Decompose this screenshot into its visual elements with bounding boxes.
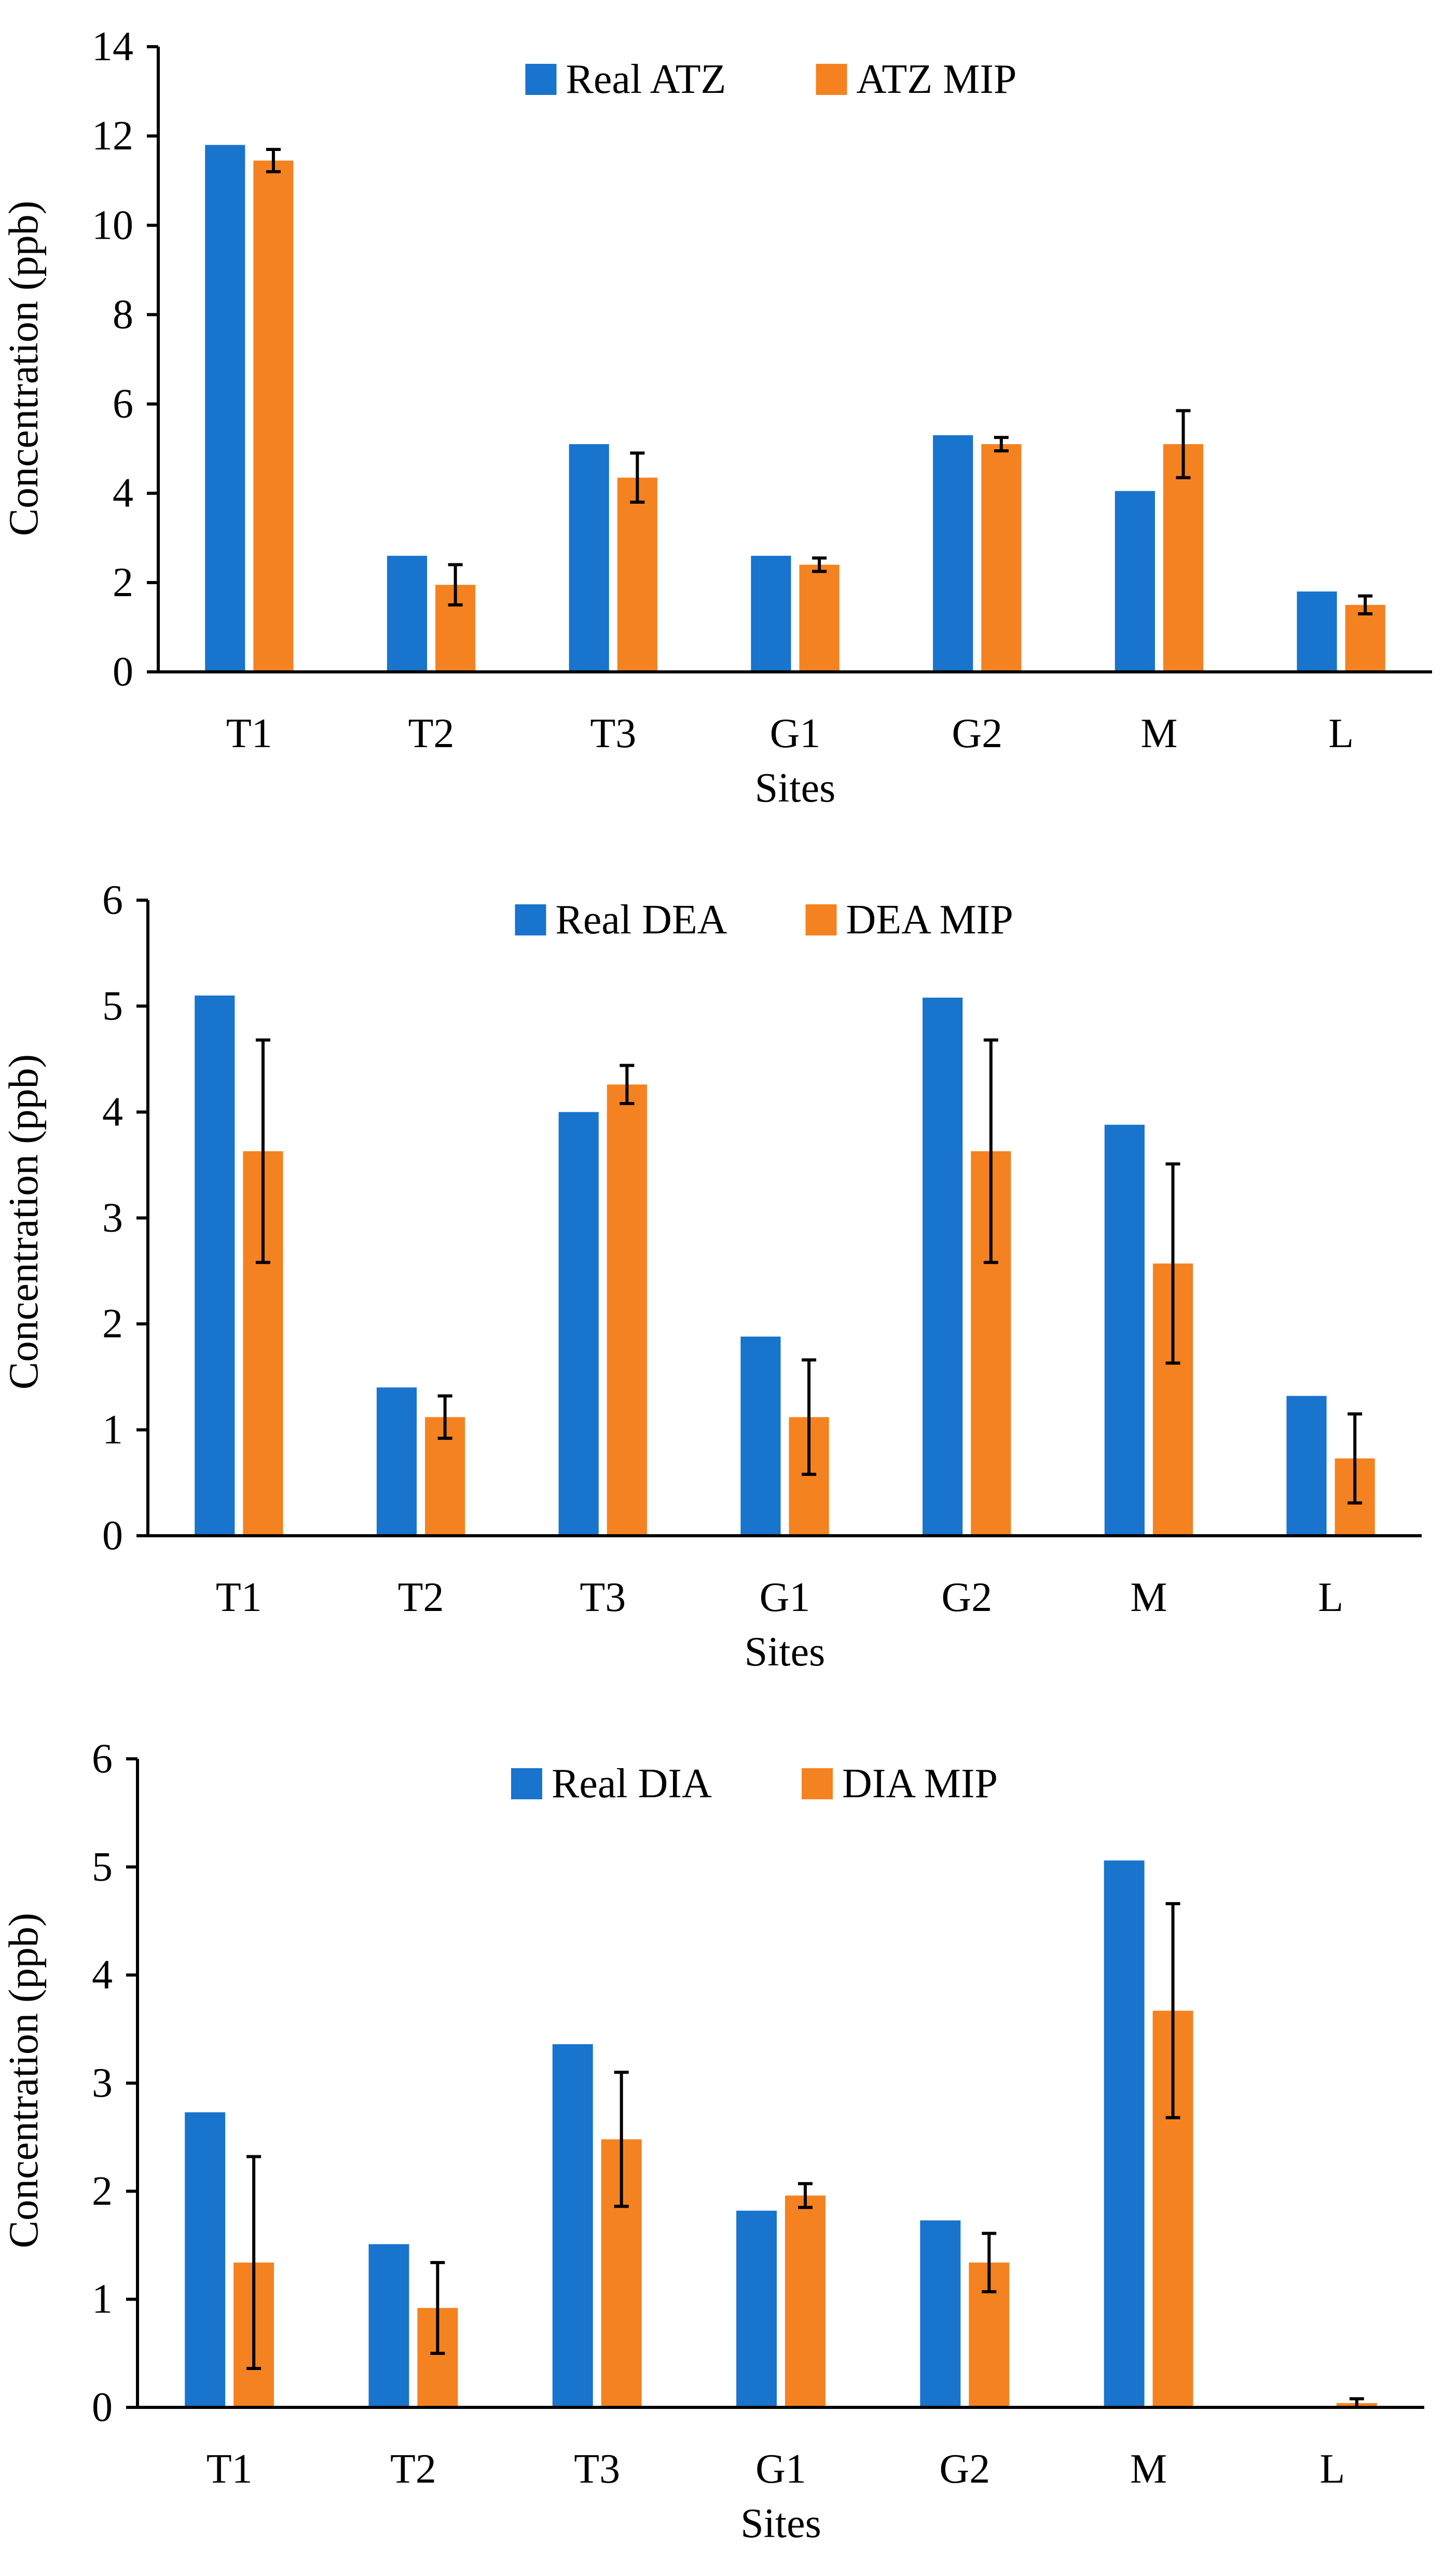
bar-atz-mip-m [1163, 444, 1204, 672]
bar-real-dia-m [1104, 1860, 1145, 2407]
bar-atz-mip-t3 [617, 477, 657, 672]
x-tick-label-t3: T3 [580, 1575, 626, 1620]
bar-atz-mip-t1 [253, 160, 294, 672]
y-axis-title: Concentration (ppb) [1, 1054, 47, 1389]
y-tick-label: 1 [102, 1407, 123, 1453]
chart-dia: 0 1 2 3 4 5 6 T1 T2 T3 G1 G2 M L Sites Concentration (p… [1, 1736, 1424, 2546]
bar-real-dea-g1 [740, 1337, 781, 1536]
x-tick-label-g1: G1 [760, 1575, 810, 1620]
bar-real-atz-g1 [751, 556, 791, 672]
y-tick-label: 2 [92, 2168, 113, 2214]
y-tick-label: 5 [102, 983, 123, 1029]
chart-atz: 0 2 4 6 8 10 12 14 T1 T2 T3 G1 G2 M L Sites Concentratio… [1, 24, 1432, 811]
y-tick-label: 0 [92, 2385, 113, 2430]
legend-label-dia-mip: DIA MIP [842, 1761, 998, 1807]
x-tick-label-g1: G1 [755, 2446, 806, 2492]
x-tick-label-l: L [1319, 2446, 1345, 2492]
x-tick-label-t1: T1 [216, 1575, 262, 1620]
x-tick-label-g2: G2 [952, 711, 1002, 756]
legend-swatch-real-dia [511, 1768, 542, 1799]
y-tick-label: 5 [92, 1844, 113, 1890]
legend-label-real-dea: Real DEA [556, 897, 727, 943]
x-tick-label-g2: G2 [939, 2446, 990, 2492]
y-tick-label: 14 [92, 24, 133, 70]
bar-real-atz-l [1297, 591, 1337, 672]
y-tick-label: 3 [102, 1195, 123, 1241]
y-tick-label: 6 [113, 381, 133, 427]
x-tick-label-t3: T3 [574, 2446, 620, 2492]
bar-real-dea-m [1104, 1124, 1145, 1536]
bar-real-dia-t2 [368, 2244, 409, 2407]
bar-real-dia-g1 [736, 2210, 777, 2407]
y-tick-label: 6 [92, 1736, 113, 1782]
bar-real-dia-g2 [920, 2220, 961, 2407]
y-tick-label: 4 [92, 1952, 113, 1998]
x-tick-label-m: M [1130, 1575, 1167, 1620]
x-tick-label-l: L [1318, 1575, 1343, 1620]
x-tick-label-m: M [1130, 2446, 1167, 2492]
y-tick-label: 4 [102, 1089, 123, 1135]
bar-real-dia-t3 [552, 2044, 593, 2407]
x-axis-title: Sites [745, 1629, 826, 1675]
y-tick-label: 8 [113, 292, 133, 337]
x-tick-label-t2: T2 [390, 2446, 436, 2492]
x-tick-label-t1: T1 [207, 2446, 253, 2492]
bar-real-atz-t2 [387, 556, 428, 672]
x-tick-label-t2: T2 [398, 1575, 444, 1620]
bar-atz-mip-l [1345, 604, 1385, 672]
legend-swatch-real-dea [515, 904, 546, 935]
legend-label-real-dia: Real DIA [552, 1761, 712, 1807]
x-tick-label-g2: G2 [941, 1575, 992, 1620]
bar-real-dea-t1 [195, 995, 235, 1536]
legend-swatch-atz-mip [816, 64, 847, 95]
bar-atz-mip-g1 [799, 564, 840, 672]
legend-label-atz-mip: ATZ MIP [857, 57, 1017, 102]
y-tick-label: 4 [113, 471, 133, 516]
bar-real-atz-t1 [205, 145, 245, 672]
y-axis-title: Concentration (ppb) [1, 1913, 47, 2248]
y-tick-label: 0 [102, 1513, 123, 1559]
y-tick-label: 0 [113, 649, 133, 695]
bar-real-atz-t3 [569, 444, 609, 672]
x-tick-label-t2: T2 [408, 711, 455, 756]
x-tick-label-t1: T1 [226, 711, 272, 756]
y-tick-label: 3 [92, 2060, 113, 2106]
legend-swatch-dea-mip [805, 904, 837, 935]
y-tick-label: 1 [92, 2277, 113, 2322]
bar-real-dea-g2 [923, 997, 963, 1536]
y-tick-label: 2 [113, 560, 133, 605]
legend-swatch-real-atz [525, 64, 557, 95]
x-tick-label-t3: T3 [590, 711, 636, 756]
bar-real-dea-t3 [558, 1112, 599, 1536]
y-tick-label: 2 [102, 1301, 123, 1347]
x-tick-label-g1: G1 [770, 711, 821, 756]
y-tick-label: 6 [102, 877, 123, 923]
bar-real-dea-t2 [376, 1387, 417, 1536]
bar-real-dia-t1 [185, 2112, 226, 2407]
chart-dea: 0 1 2 3 4 5 6 T1 T2 T3 G1 G2 M L Sites Concentration (p… [1, 877, 1422, 1675]
x-tick-label-m: M [1140, 711, 1177, 756]
x-axis-title: Sites [755, 765, 836, 811]
legend-label-dea-mip: DEA MIP [846, 897, 1013, 943]
legend-label-real-atz: Real ATZ [566, 57, 726, 102]
bar-dia-mip-g1 [785, 2195, 826, 2407]
legend-swatch-dia-mip [802, 1768, 833, 1799]
y-tick-label: 12 [92, 113, 133, 159]
bar-real-atz-m [1115, 491, 1155, 672]
y-tick-label: 10 [92, 202, 133, 248]
bar-dea-mip-t3 [607, 1084, 647, 1536]
x-tick-label-l: L [1328, 711, 1354, 756]
bar-real-dea-l [1286, 1396, 1327, 1536]
y-axis-title: Concentration (ppb) [1, 201, 47, 536]
bar-atz-mip-g2 [981, 444, 1022, 672]
x-axis-title: Sites [740, 2501, 821, 2546]
bar-real-atz-g2 [933, 435, 973, 672]
